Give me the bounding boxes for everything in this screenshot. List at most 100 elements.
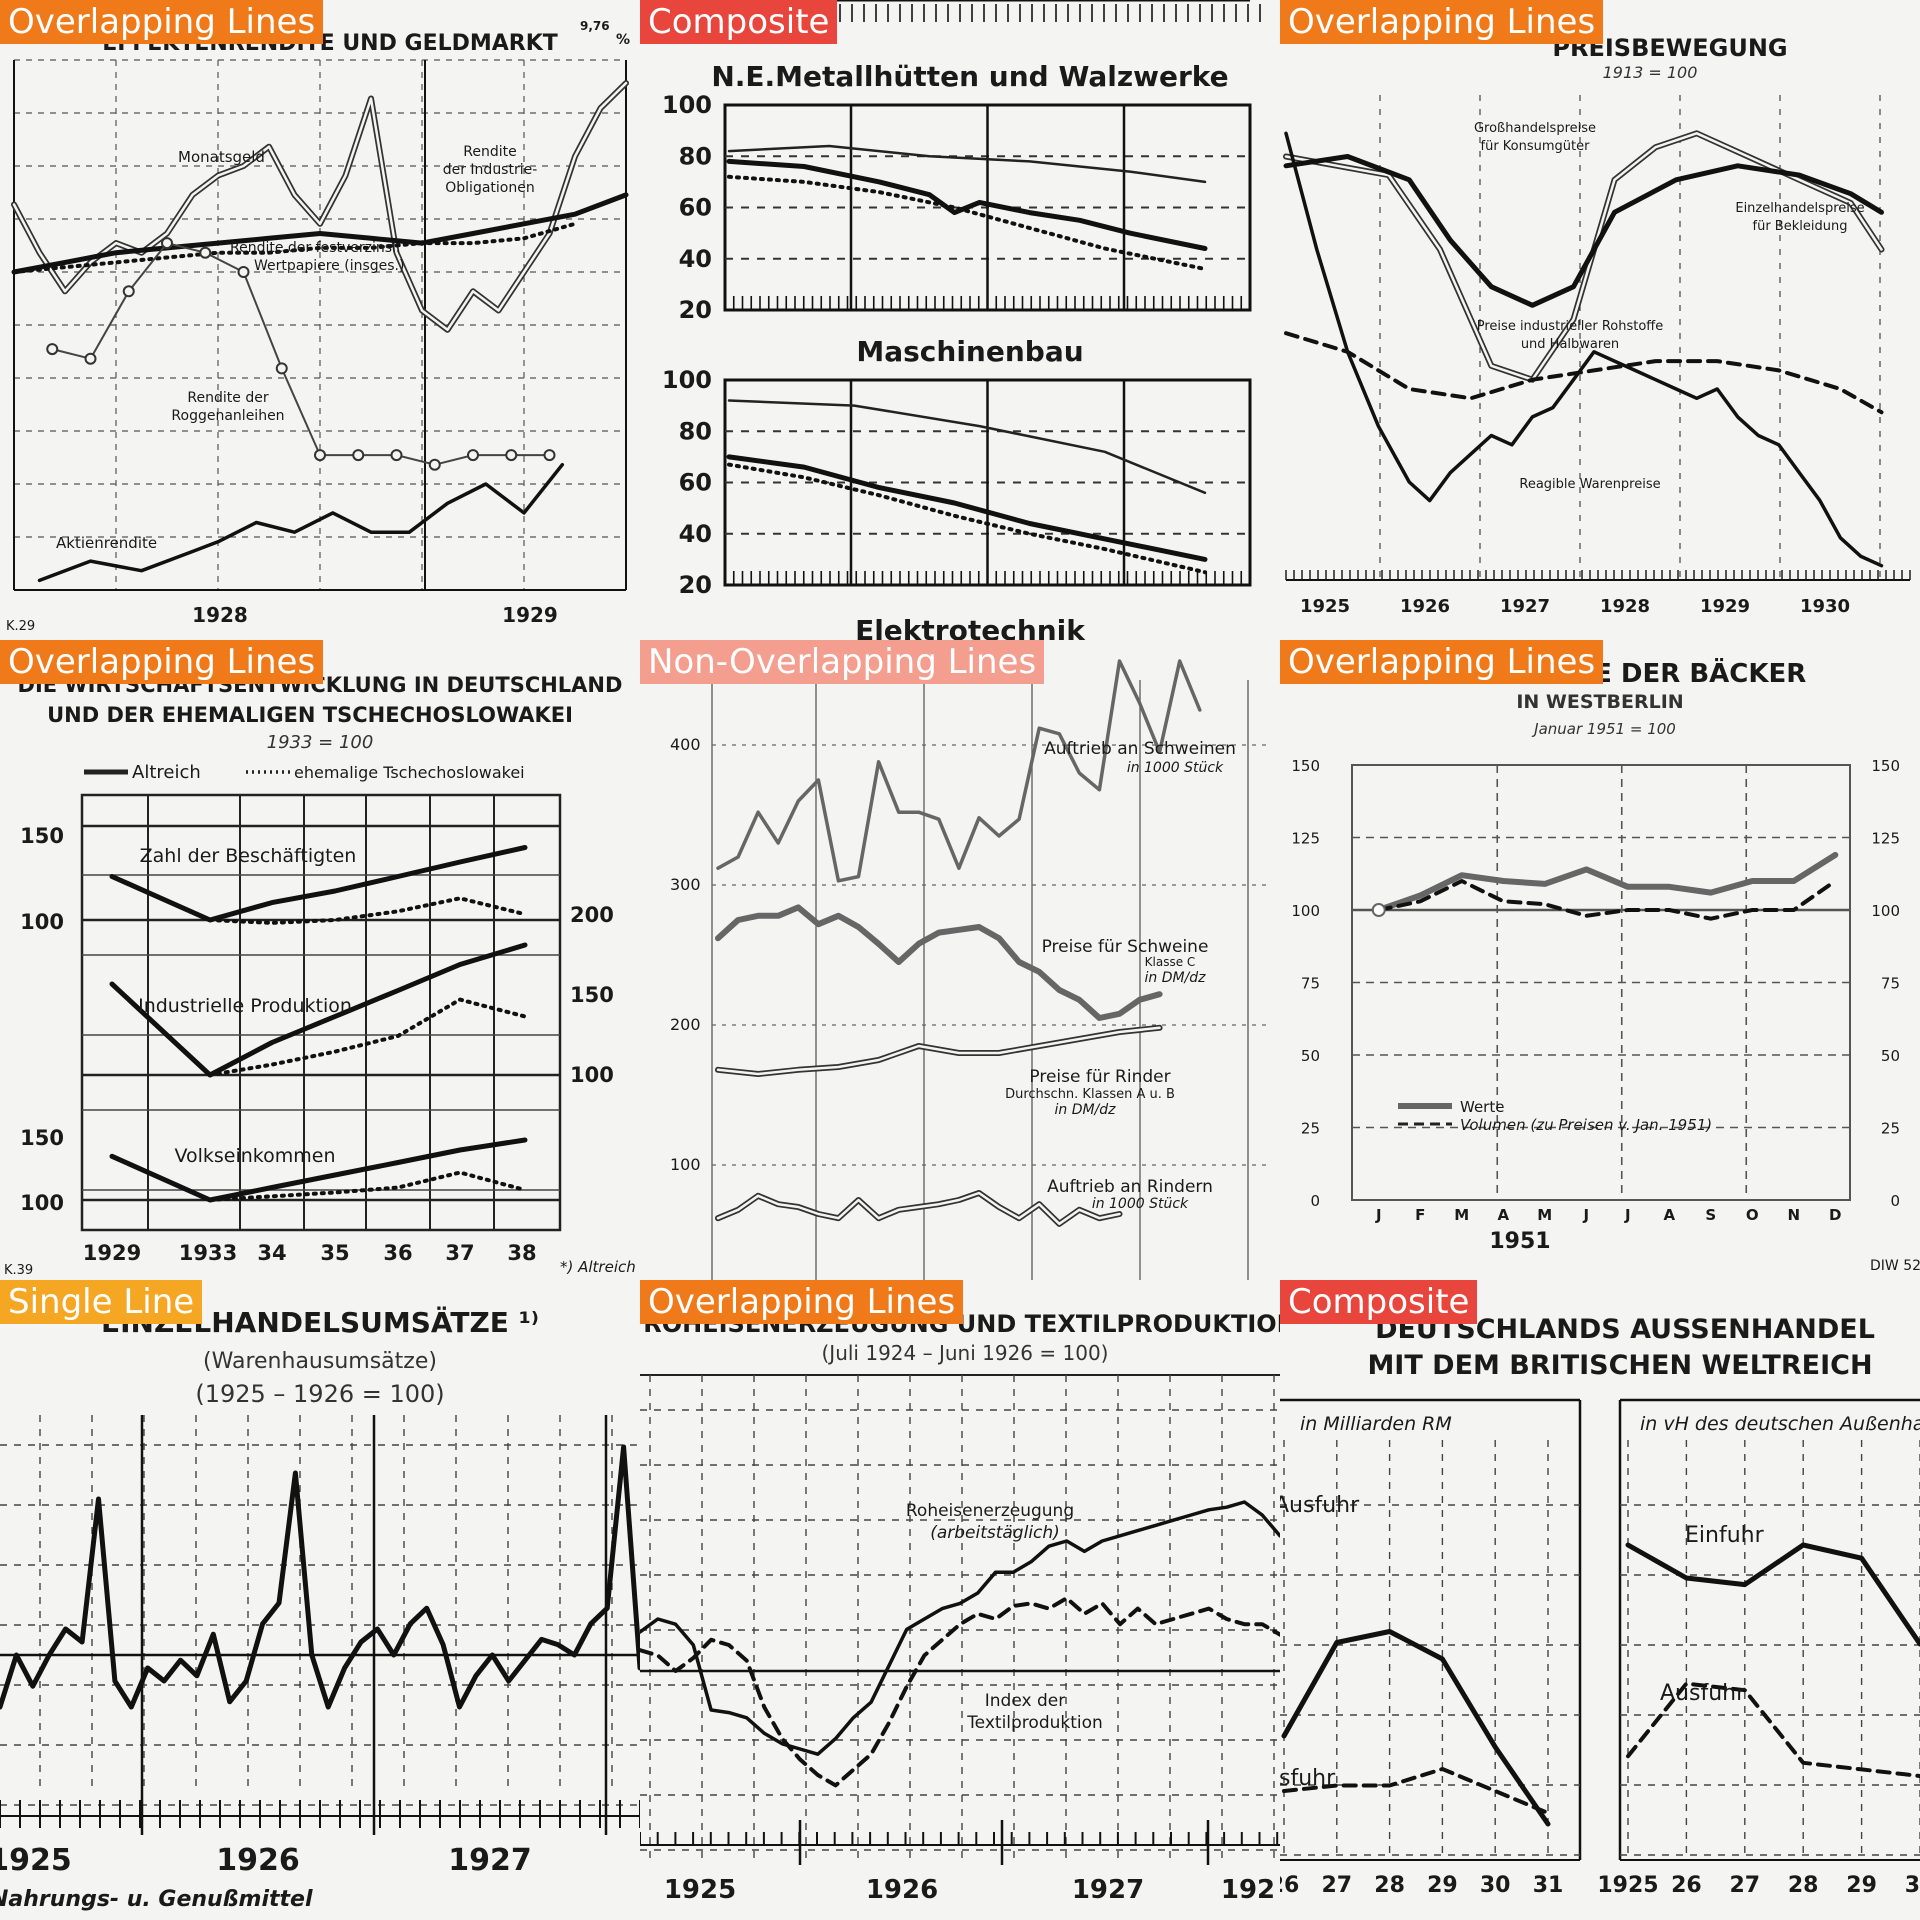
- series-label: Aktienrendite: [56, 534, 157, 552]
- footnote: *) Altreich: [560, 1258, 636, 1276]
- series-line-0-1: [726, 158, 1208, 251]
- y-tick-label: 80: [679, 142, 712, 170]
- x-tick-label: S: [1705, 1206, 1716, 1224]
- series-label: Obligationen: [445, 180, 534, 196]
- series-unit: Klasse C: [1145, 955, 1196, 969]
- series-line-2: [12, 221, 577, 274]
- subchart-title: Elektrotechnik: [855, 614, 1086, 640]
- data-point: [390, 449, 403, 462]
- y-tick-label: 60: [679, 194, 712, 222]
- x-tick-label: 1929: [1700, 596, 1750, 617]
- series-line-0-2: [727, 174, 1207, 271]
- y-tick-label: 40: [679, 245, 712, 273]
- chart-panel: N.E.Metallhütten und Walzwerke 100 80 60 40 2…: [640, 0, 1280, 640]
- chart-panel: 400 300 200 100 Auftrieb an Schweinen in 1000…: [640, 640, 1280, 1280]
- series-line-3: [1284, 131, 1884, 568]
- series-unit: in 1000 Stück: [1092, 1196, 1189, 1212]
- annotation: 9,76: [580, 19, 610, 33]
- x-tick-label: 1928: [192, 603, 248, 627]
- chart-type-badge: Overlapping Lines: [0, 0, 324, 44]
- x-tick-label: M: [1454, 1206, 1469, 1224]
- base-point: [1371, 903, 1386, 917]
- x-tick-label: 27: [1729, 1873, 1760, 1898]
- x-tick-label: 1925: [1300, 596, 1350, 617]
- x-tick-label: 1926: [866, 1875, 938, 1905]
- x-tick-label: J: [1582, 1206, 1589, 1224]
- series-line-1: [208, 896, 527, 925]
- y-tick-label: 125: [1291, 830, 1320, 848]
- chart-panel: PREISBEWEGUNG 1913 = 100 1925 1926 1927 1928 1…: [1280, 0, 1920, 640]
- subchart-label: Zahl der Beschäftigten: [140, 845, 357, 867]
- x-tick-label: 1927: [448, 1843, 532, 1878]
- series-label: Index der: [985, 1691, 1065, 1711]
- x-tick-label: 1926: [216, 1843, 300, 1878]
- x-tick-label: N: [1787, 1206, 1800, 1224]
- series-label: Ausfuhr: [1280, 1493, 1360, 1518]
- x-axis-label: 1951: [1489, 1229, 1550, 1254]
- series-label: für Konsumgüter: [1481, 139, 1591, 154]
- series-line-0: [640, 1500, 1280, 1756]
- x-tick-label: 30: [1905, 1873, 1920, 1898]
- x-tick-label: 38: [507, 1241, 536, 1265]
- chart-note: Januar 1951 = 100: [1531, 720, 1676, 738]
- chart-title: MIT DEM BRITISCHEN WELTREICH: [1367, 1350, 1872, 1381]
- y-tick-label-right: 75: [1881, 975, 1900, 993]
- series-line-1: [640, 1596, 1280, 1788]
- series-line-0: [716, 659, 1202, 883]
- y-tick-label-right: 150: [1871, 757, 1900, 775]
- series-label: Rendite der: [187, 390, 268, 406]
- series-line-5: [208, 1170, 527, 1202]
- data-point: [275, 362, 288, 375]
- series-label: für Bekleidung: [1753, 219, 1848, 234]
- x-tick-label: 34: [257, 1241, 286, 1265]
- gridlines: [13, 59, 627, 591]
- x-tick-label: 36: [383, 1241, 412, 1265]
- x-tick-label: 1933: [179, 1241, 237, 1265]
- series-label: Einfuhr: [1685, 1523, 1765, 1548]
- chart-type-badge: Overlapping Lines: [1280, 640, 1604, 684]
- series-line-0: [1375, 851, 1839, 913]
- y-tick-label: 150: [20, 1126, 64, 1150]
- series-unit: in DM/dz: [1144, 970, 1206, 986]
- series-line-1: [1376, 879, 1838, 921]
- series-label: Einzelhandelspreise: [1735, 201, 1864, 216]
- series-line-0-0: [727, 144, 1207, 184]
- chart-subtitle: 1933 = 100: [267, 732, 374, 753]
- series-label: (arbeitstäglich): [930, 1523, 1060, 1543]
- chart-type-badge: Overlapping Lines: [0, 640, 324, 684]
- annotation-unit: %: [616, 32, 630, 48]
- y-tick-label: 80: [679, 417, 712, 445]
- data-point: [199, 246, 212, 259]
- x-tick-label: 30: [1480, 1873, 1511, 1898]
- chart-title: UND DER EHEMALIGEN TSCHECHOSLOWAKEI: [47, 703, 573, 727]
- data-point: [237, 266, 250, 278]
- y-tick-label: 100: [20, 910, 64, 934]
- chart-panel: UMSÄTZE DER BÄCKER IN WESTBERLIN Januar 19…: [1280, 640, 1920, 1280]
- chart-panel: DIE WIRTSCHAFTSENTWICKLUNG IN DEUTSCHLAN…: [0, 640, 640, 1280]
- data-point: [352, 449, 365, 462]
- y-tick-label: 0: [1310, 1192, 1320, 1210]
- x-tick-label: J: [1624, 1206, 1631, 1224]
- series-label: Auftrieb an Rindern: [1047, 1177, 1213, 1197]
- x-tick-label: 1925: [0, 1843, 72, 1878]
- x-tick-label: A: [1663, 1206, 1675, 1224]
- series-line-1: [11, 192, 629, 275]
- series-line-1: [1283, 154, 1884, 308]
- y-tick-label-right: 0: [1890, 1192, 1900, 1210]
- y-tick-label: 20: [679, 296, 712, 324]
- x-tick-label: M: [1537, 1206, 1552, 1224]
- y-tick-label-right: 50: [1881, 1047, 1900, 1065]
- chart-type-badge: Overlapping Lines: [1280, 0, 1604, 44]
- data-point: [543, 449, 556, 462]
- series-line-0-1: [1282, 1767, 1550, 1815]
- legend-label: Volumen (zu Preisen v. Jan. 1951): [1460, 1116, 1712, 1134]
- y-tick-label: 50: [1301, 1047, 1320, 1065]
- y-tick-label: 200: [670, 1015, 701, 1034]
- series-label: Preise für Rinder: [1029, 1067, 1170, 1087]
- x-tick-label: 1925: [664, 1875, 736, 1905]
- y-tick-label-right: 200: [570, 903, 614, 927]
- series-label: Wertpapiere (insges.): [254, 258, 404, 274]
- y-tick-label: 100: [662, 366, 712, 394]
